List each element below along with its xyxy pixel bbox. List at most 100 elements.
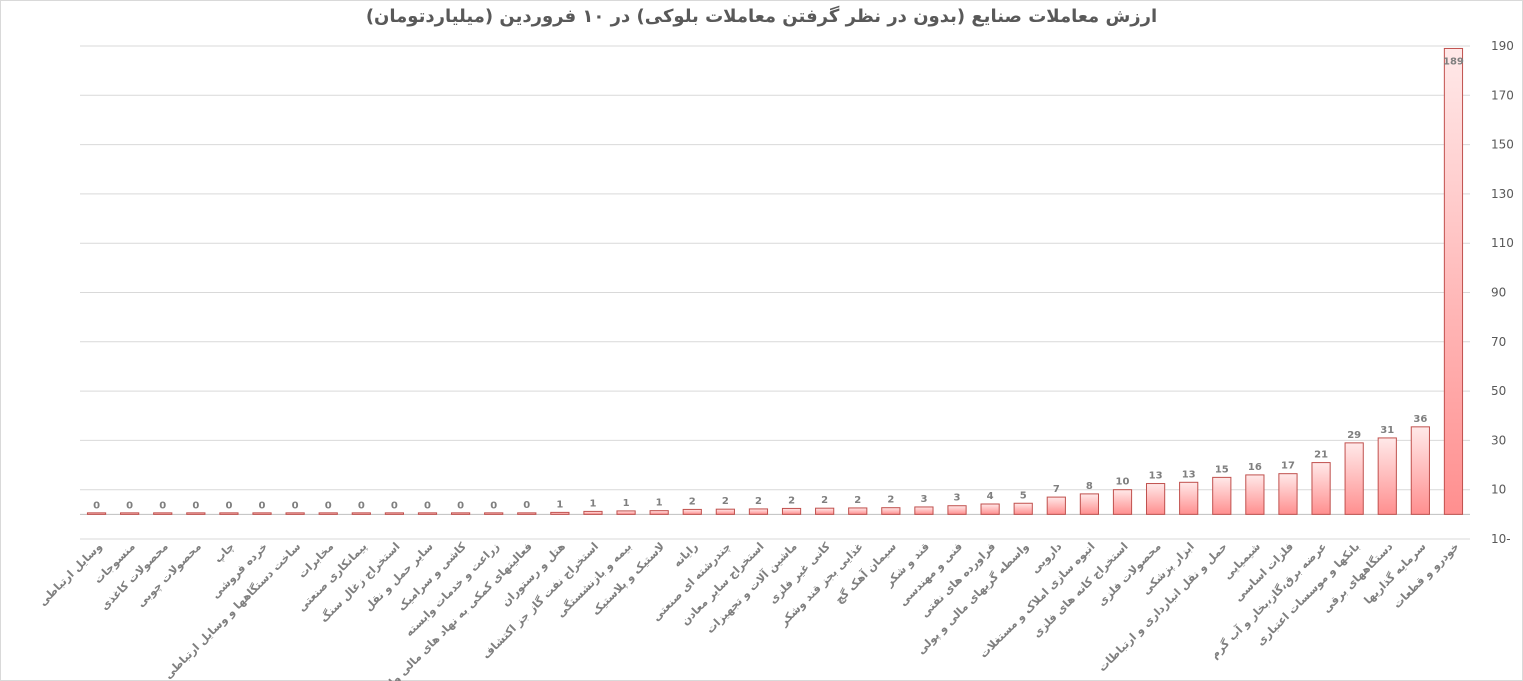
data-label: 0 — [192, 501, 199, 512]
y-tick-label: 130 — [1491, 187, 1514, 201]
data-label: 13 — [1182, 469, 1196, 480]
data-label: 1 — [556, 499, 563, 510]
data-label: 2 — [821, 495, 828, 506]
bar — [980, 503, 1000, 515]
data-label: 10 — [1116, 477, 1130, 488]
bar — [1212, 476, 1232, 515]
data-label: 3 — [954, 493, 961, 504]
bar — [715, 508, 735, 515]
data-label: 0 — [225, 501, 232, 512]
y-tick-label: 110 — [1491, 236, 1514, 250]
y-tick-label: 10- — [1491, 532, 1511, 546]
data-label: 21 — [1314, 450, 1328, 461]
bar — [1046, 496, 1066, 515]
y-tick-label: 90 — [1491, 286, 1506, 300]
data-label: 0 — [391, 501, 398, 512]
bar — [153, 512, 173, 515]
data-label: 8 — [1086, 481, 1093, 492]
bar — [484, 512, 504, 515]
data-label: 2 — [755, 496, 762, 507]
bar — [748, 508, 769, 515]
data-label: 0 — [259, 501, 266, 512]
bar — [450, 512, 471, 515]
y-axis: 190 170 150 130 110 90 70 50 30 10 10- — [1491, 39, 1514, 546]
data-label: 2 — [854, 495, 861, 506]
y-tick-label: 50 — [1491, 384, 1506, 398]
bar — [219, 512, 239, 515]
data-label: 2 — [722, 496, 729, 507]
bar — [550, 511, 570, 515]
bar — [649, 510, 669, 515]
y-tick-label: 150 — [1491, 138, 1514, 152]
data-label: 1 — [656, 498, 663, 509]
data-label: 29 — [1347, 430, 1361, 441]
bar — [1145, 483, 1166, 515]
data-label: 3 — [920, 494, 927, 505]
chart-title: ارزش معاملات صنایع (بدون در نظر گرفتن مع… — [365, 6, 1158, 27]
bar — [351, 512, 371, 515]
data-label: 0 — [292, 501, 299, 512]
data-label: 0 — [523, 500, 530, 511]
bar — [86, 512, 107, 515]
y-tick-label: 170 — [1491, 88, 1514, 102]
data-label: 2 — [788, 495, 795, 506]
data-label: 5 — [1020, 490, 1027, 501]
bar — [384, 512, 405, 515]
data-label: 16 — [1248, 462, 1262, 473]
data-label: 13 — [1149, 471, 1163, 482]
bar — [1443, 47, 1464, 515]
bar — [947, 505, 967, 515]
data-label: 0 — [424, 501, 431, 512]
bar — [781, 507, 802, 515]
bar — [285, 512, 305, 515]
y-tick-label: 30 — [1491, 433, 1506, 447]
data-labels: 0 0 0 0 0 0 0 0 0 0 0 0 0 0 1 1 1 1 2 2 2 2 2 2 2 3 3 4 5 7 8 10 13 13 15 1… — [93, 56, 1464, 511]
data-label: 0 — [93, 501, 100, 512]
data-label: 2 — [887, 495, 894, 506]
bar — [252, 512, 272, 515]
gridlines — [80, 45, 1470, 540]
bar — [417, 512, 438, 515]
bar — [1278, 473, 1298, 515]
data-label: 0 — [126, 501, 133, 512]
data-label: 31 — [1380, 425, 1394, 436]
bar — [1245, 474, 1265, 515]
bar — [186, 512, 206, 515]
data-label: 15 — [1215, 464, 1229, 475]
data-label: 0 — [358, 501, 365, 512]
bar — [1344, 442, 1364, 515]
bar — [881, 507, 901, 515]
bar — [914, 506, 934, 515]
bar — [848, 507, 868, 515]
data-label: 0 — [457, 500, 464, 511]
bar — [1311, 462, 1331, 515]
y-tick-label: 10 — [1491, 483, 1506, 497]
bar — [1079, 493, 1100, 515]
bar — [1410, 426, 1430, 515]
x-tick-label: رایانه — [671, 540, 701, 570]
data-label: 17 — [1281, 461, 1295, 472]
y-tick-label: 190 — [1491, 39, 1514, 53]
bars — [86, 47, 1464, 515]
bar — [1377, 437, 1397, 515]
data-label: 4 — [987, 491, 994, 502]
data-label: 7 — [1053, 484, 1060, 495]
bar — [1112, 489, 1133, 515]
bar — [815, 507, 835, 515]
data-label: 0 — [159, 501, 166, 512]
data-label: 36 — [1413, 414, 1427, 425]
data-label: 1 — [623, 498, 630, 509]
bar — [682, 508, 702, 515]
bar — [517, 512, 537, 515]
bar — [1179, 481, 1199, 515]
y-tick-label: 70 — [1491, 335, 1506, 349]
data-label: 1 — [589, 498, 596, 509]
data-label: 0 — [325, 501, 332, 512]
data-label: 0 — [490, 500, 497, 511]
bar — [583, 510, 603, 515]
data-label: 189 — [1443, 56, 1464, 67]
bar — [120, 512, 140, 515]
data-label: 2 — [689, 496, 696, 507]
